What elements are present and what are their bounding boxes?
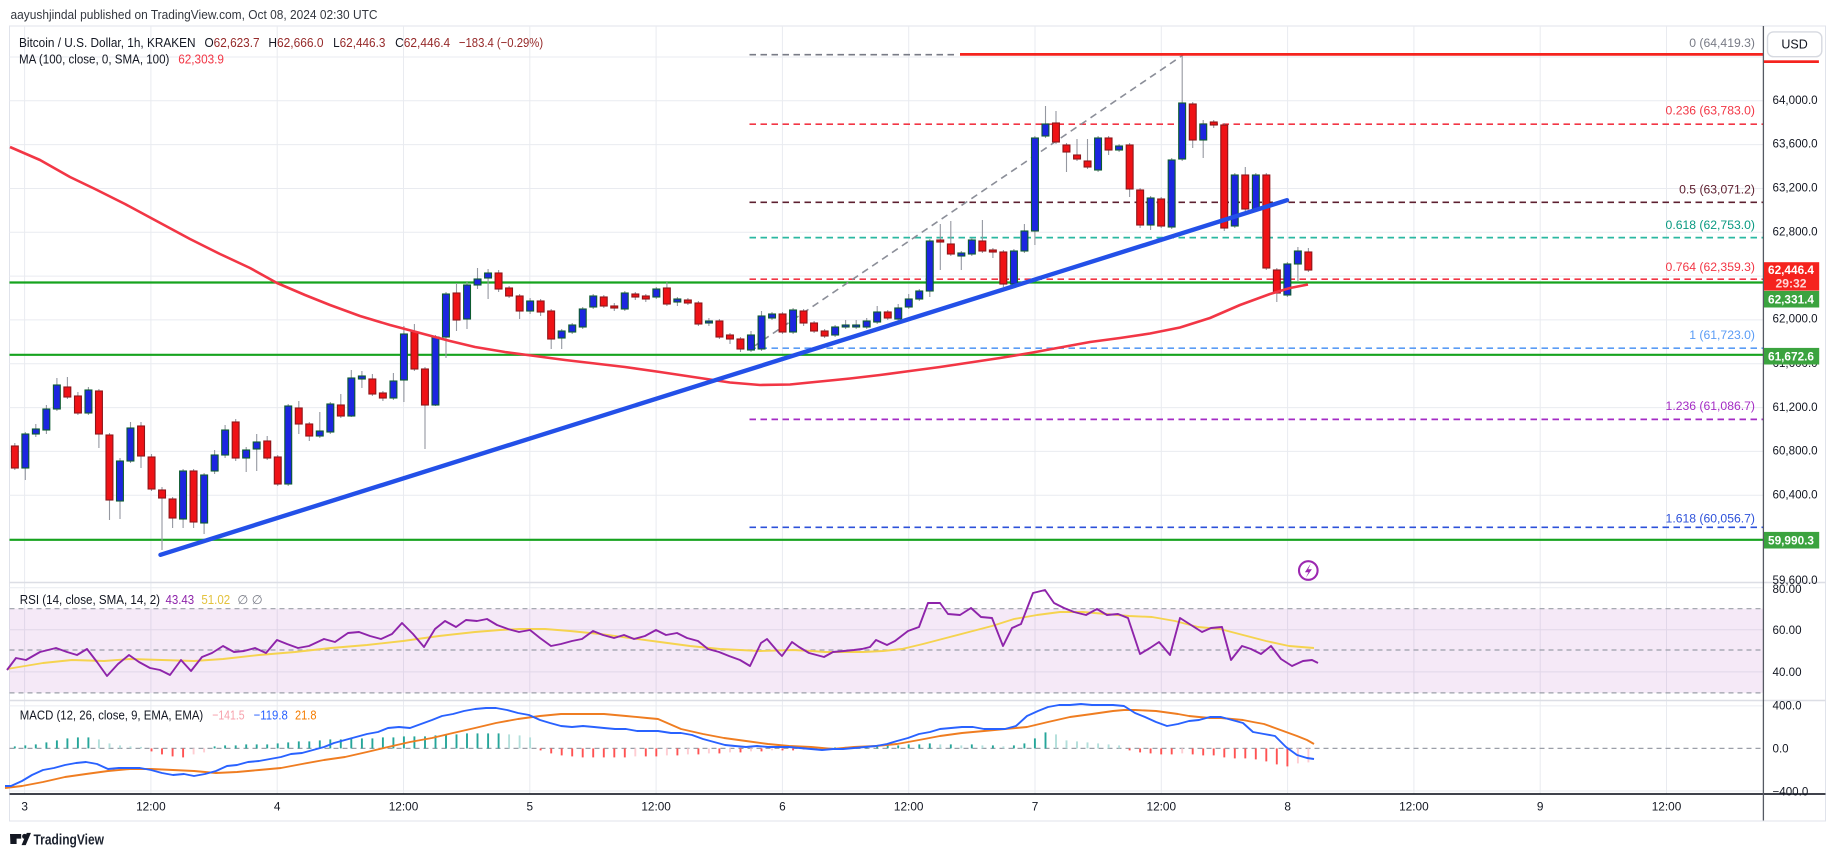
svg-text:0.764 (62,359.3): 0.764 (62,359.3) xyxy=(1666,260,1755,274)
svg-text:400.0: 400.0 xyxy=(1773,700,1802,713)
svg-text:63,200.0: 63,200.0 xyxy=(1773,182,1818,195)
svg-text:3: 3 xyxy=(21,800,28,814)
svg-text:MA (100, close, 0, SMA, 100): MA (100, close, 0, SMA, 100) xyxy=(19,51,169,66)
svg-text:RSI (14, close, SMA, 14, 2): RSI (14, close, SMA, 14, 2) xyxy=(20,592,160,607)
svg-text:L62,446.3: L62,446.3 xyxy=(333,35,385,50)
svg-text:USD: USD xyxy=(1781,38,1807,52)
svg-text:7: 7 xyxy=(1032,800,1039,814)
svg-text:12:00: 12:00 xyxy=(641,800,671,814)
svg-text:Bitcoin / U.S. Dollar, 1h, KRA: Bitcoin / U.S. Dollar, 1h, KRAKEN xyxy=(19,35,196,50)
svg-text:61,200.0: 61,200.0 xyxy=(1773,401,1818,414)
svg-text:21.8: 21.8 xyxy=(295,707,317,722)
svg-text:−400.0: −400.0 xyxy=(1773,785,1809,798)
svg-text:62,331.4: 62,331.4 xyxy=(1768,292,1814,306)
svg-text:61,672.6: 61,672.6 xyxy=(1768,349,1814,363)
svg-text:62,800.0: 62,800.0 xyxy=(1773,226,1818,239)
svg-text:60,400.0: 60,400.0 xyxy=(1773,489,1818,502)
svg-text:43.43: 43.43 xyxy=(166,592,195,607)
svg-text:29:32: 29:32 xyxy=(1776,277,1807,291)
svg-text:−119.8: −119.8 xyxy=(254,707,288,722)
svg-text:O62,623.7: O62,623.7 xyxy=(205,35,260,50)
svg-text:8: 8 xyxy=(1284,800,1291,814)
svg-text:9: 9 xyxy=(1537,800,1544,814)
svg-text:64,000.0: 64,000.0 xyxy=(1773,94,1818,107)
svg-text:59,600.0: 59,600.0 xyxy=(1773,574,1818,587)
svg-text:0.236 (63,783.0): 0.236 (63,783.0) xyxy=(1666,104,1755,118)
svg-text:6: 6 xyxy=(779,800,786,814)
svg-text:−183.4 (−0.29%): −183.4 (−0.29%) xyxy=(459,35,543,50)
svg-text:60,800.0: 60,800.0 xyxy=(1773,445,1818,458)
svg-text:5: 5 xyxy=(527,800,534,814)
svg-text:51.02: 51.02 xyxy=(201,592,230,607)
svg-text:0 (64,419.3): 0 (64,419.3) xyxy=(1689,36,1755,50)
svg-text:−141.5: −141.5 xyxy=(212,707,244,722)
svg-text:62,446.4: 62,446.4 xyxy=(1768,263,1814,277)
svg-text:12:00: 12:00 xyxy=(1399,800,1429,814)
svg-text:1 (61,723.0): 1 (61,723.0) xyxy=(1689,328,1755,342)
svg-text:TradingView: TradingView xyxy=(34,832,105,848)
svg-text:0.5 (63,071.2): 0.5 (63,071.2) xyxy=(1679,183,1755,197)
svg-text:0.618 (62,753.0): 0.618 (62,753.0) xyxy=(1666,218,1755,232)
svg-text:aayushjindal published on Trad: aayushjindal published on TradingView.co… xyxy=(11,8,378,22)
svg-text:80.00: 80.00 xyxy=(1773,583,1802,596)
svg-text:12:00: 12:00 xyxy=(1147,800,1177,814)
svg-text:∅ ∅: ∅ ∅ xyxy=(237,593,262,607)
svg-text:C62,446.4: C62,446.4 xyxy=(395,35,450,50)
svg-text:12:00: 12:00 xyxy=(389,800,419,814)
svg-text:60.00: 60.00 xyxy=(1773,624,1802,637)
svg-text:12:00: 12:00 xyxy=(1652,800,1682,814)
svg-text:1.236 (61,086.7): 1.236 (61,086.7) xyxy=(1666,399,1755,413)
svg-text:H62,666.0: H62,666.0 xyxy=(268,35,323,50)
svg-text:1.618 (60,056.7): 1.618 (60,056.7) xyxy=(1666,512,1755,526)
svg-text:12:00: 12:00 xyxy=(894,800,924,814)
svg-text:0.0: 0.0 xyxy=(1773,743,1789,756)
svg-text:62,000.0: 62,000.0 xyxy=(1773,312,1818,325)
svg-text:63,600.0: 63,600.0 xyxy=(1773,138,1818,151)
svg-text:40.00: 40.00 xyxy=(1773,666,1802,679)
svg-text:4: 4 xyxy=(274,800,281,814)
svg-text:12:00: 12:00 xyxy=(136,800,166,814)
svg-text:MACD (12, 26, close, 9, EMA, E: MACD (12, 26, close, 9, EMA, EMA) xyxy=(20,707,203,722)
svg-text:62,303.9: 62,303.9 xyxy=(178,51,224,66)
svg-text:59,990.3: 59,990.3 xyxy=(1768,533,1814,547)
